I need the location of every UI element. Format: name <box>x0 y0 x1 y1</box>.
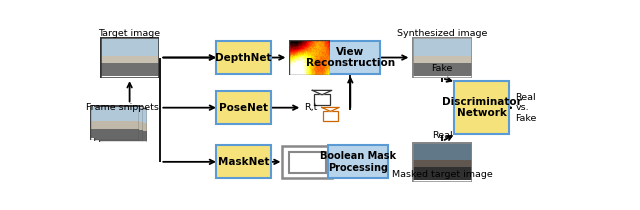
FancyBboxPatch shape <box>216 91 271 124</box>
FancyBboxPatch shape <box>321 41 380 74</box>
Text: View
Reconstruction: View Reconstruction <box>306 47 395 68</box>
Text: Discriminator
Network: Discriminator Network <box>442 97 522 118</box>
Polygon shape <box>312 90 332 95</box>
Text: PoseNet: PoseNet <box>219 103 268 113</box>
Polygon shape <box>322 108 339 111</box>
FancyBboxPatch shape <box>282 146 332 178</box>
Text: DepthNet: DepthNet <box>216 52 272 63</box>
Text: Masked target image: Masked target image <box>392 170 492 179</box>
FancyBboxPatch shape <box>216 145 271 178</box>
Text: Synthesized image: Synthesized image <box>397 29 487 38</box>
FancyBboxPatch shape <box>328 145 388 178</box>
Text: Real
vs.
Fake: Real vs. Fake <box>515 93 537 123</box>
Text: Frame snippets: Frame snippets <box>86 103 159 112</box>
FancyBboxPatch shape <box>314 94 330 105</box>
Text: Real: Real <box>432 131 452 140</box>
Text: Fake: Fake <box>431 64 452 73</box>
FancyBboxPatch shape <box>216 41 271 74</box>
FancyBboxPatch shape <box>454 81 509 134</box>
Text: Target image: Target image <box>99 29 161 38</box>
FancyBboxPatch shape <box>323 111 338 121</box>
Text: Boolean Mask
Processing: Boolean Mask Processing <box>320 151 396 173</box>
Text: R,t: R,t <box>304 103 317 112</box>
Text: MaskNet: MaskNet <box>218 157 269 167</box>
